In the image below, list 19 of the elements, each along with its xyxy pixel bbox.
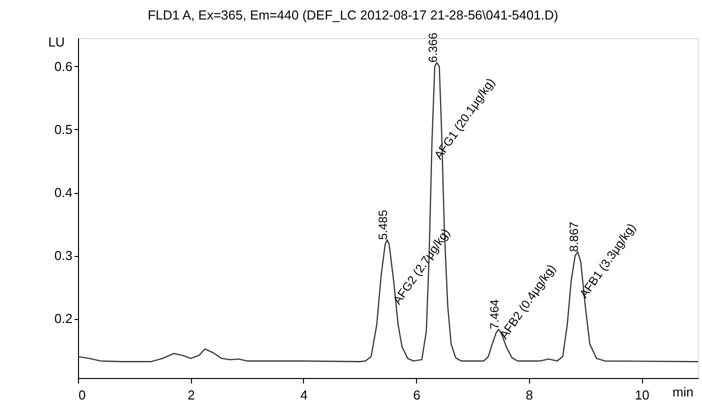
x-tick-label: 2: [188, 388, 195, 402]
annotation: 6.366: [426, 32, 440, 63]
chart-title: FLD1 A, Ex=365, Em=440 (DEF_LC 2012-08-17 21-28-56\041-5401.D): [148, 8, 558, 23]
x-tick-label: 6: [413, 388, 420, 402]
x-tick-label: 4: [300, 388, 308, 402]
x-tick-label: 0: [78, 388, 86, 402]
annotation: 5.485: [376, 210, 390, 240]
x-tick-label: 10: [634, 388, 650, 402]
y-tick-label: 0.4: [54, 185, 72, 200]
y-tick-label: 0.2: [54, 311, 72, 326]
line-series: [77, 62, 699, 362]
annotation: 8.867: [566, 221, 581, 252]
y-tick-label: 0.5: [54, 122, 72, 137]
y-tick-label: 0.6: [54, 58, 72, 74]
x-tick-label: 8: [526, 388, 534, 402]
annotation: 7.464: [488, 299, 502, 330]
y-axis-title: LU: [48, 34, 65, 50]
x-axis-title: min: [672, 384, 694, 400]
y-tick-label: 0.3: [54, 248, 72, 264]
